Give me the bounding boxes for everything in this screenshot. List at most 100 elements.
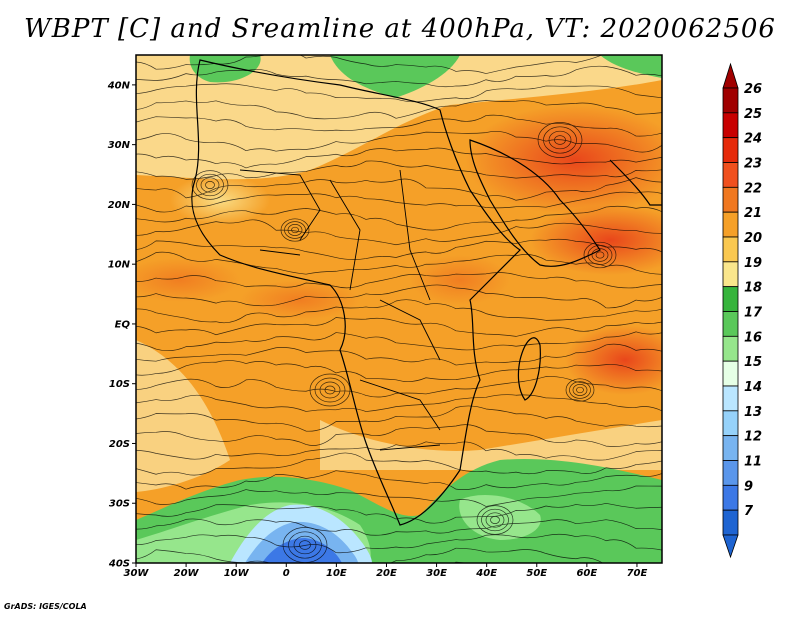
colorbar-label: 9	[744, 479, 753, 494]
lat-tick-label: 30N	[108, 140, 131, 151]
streamline	[136, 424, 662, 447]
streamline	[136, 376, 662, 398]
streamline	[136, 470, 662, 490]
cold-core-dark-blue	[262, 538, 342, 563]
streamline	[136, 405, 662, 432]
streamline	[136, 299, 662, 324]
vortex-swirl	[319, 381, 341, 399]
streamline	[136, 238, 662, 260]
colorbar-label: 11	[744, 455, 762, 470]
vortex-swirl	[565, 378, 595, 402]
streamline	[453, 561, 470, 563]
colorbar: 26 25 24 23 22 21 20 19 18 17 16 15 14 13 12 11 9 7	[722, 62, 763, 559]
warm-region-gulf	[240, 280, 360, 320]
colorbar-label: 14	[744, 380, 762, 395]
lon-tick-label: 50E	[526, 568, 547, 579]
colorbar-swatch	[722, 335, 739, 362]
streamline	[136, 502, 662, 524]
colorbar-label: 13	[744, 405, 762, 420]
vortex-swirl	[554, 135, 566, 145]
vortex-swirl	[288, 531, 322, 559]
india-coastline	[609, 159, 662, 206]
colorbar-swatch	[722, 435, 739, 461]
green-patch-north-3	[600, 55, 662, 78]
hot-region-arabia	[465, 105, 662, 215]
colorbar-label: 26	[744, 82, 762, 97]
streamline	[136, 547, 604, 563]
vortex-swirl	[293, 535, 317, 555]
vortex-swirl	[490, 516, 500, 524]
colorbar-swatch	[722, 186, 739, 213]
streamline	[136, 343, 662, 366]
vortex-swirl	[200, 177, 220, 193]
vortex-swirl	[280, 218, 310, 242]
vortex-swirl	[587, 245, 613, 265]
colorbar-swatch	[722, 87, 739, 114]
lon-tick-label: 60E	[576, 568, 597, 579]
colorbar-swatch	[722, 137, 739, 163]
streamline	[136, 160, 662, 180]
vortex-swirl	[481, 508, 509, 532]
vortex-swirl	[583, 241, 617, 269]
arabia-coastline	[469, 139, 601, 267]
streamline	[136, 441, 662, 461]
yellow-patch-north-atlantic	[170, 175, 270, 225]
lon-tick-label: 30E	[426, 568, 447, 579]
lat-tick-label: 40N	[107, 80, 131, 91]
colorbar-swatch	[722, 484, 739, 511]
warm-region-east-africa	[410, 255, 510, 305]
streamline	[136, 317, 662, 337]
streamline	[136, 130, 662, 153]
map-field	[136, 55, 662, 563]
vortex-swirl	[595, 251, 605, 259]
colorbar-swatch	[722, 112, 739, 139]
hot-region-arabian-sea	[530, 205, 662, 275]
vortex-swirl	[314, 377, 346, 403]
vortex-swirl	[191, 170, 229, 200]
lon-tick-label: 20W	[174, 568, 200, 579]
streamline	[136, 272, 662, 289]
colorbar-label: 19	[744, 256, 762, 271]
warm-region-atlantic	[136, 258, 240, 302]
colorbar-label: 12	[744, 430, 762, 445]
colorbar-swatch	[722, 311, 739, 337]
streamline	[136, 83, 662, 103]
colorbar-swatch	[722, 385, 739, 412]
colorbar-swatch	[722, 286, 739, 312]
streamline	[136, 331, 662, 352]
lon-tick-label: 10W	[224, 568, 250, 579]
green-patch-north-2	[330, 55, 460, 98]
colorbar-swatch	[722, 410, 739, 437]
streamlines	[136, 55, 662, 563]
streamline	[136, 65, 662, 88]
colorbar-bottom-arrow	[722, 534, 739, 559]
vortex-swirl	[576, 386, 584, 394]
lon-tick-label: 70E	[627, 568, 648, 579]
colorbar-swatch	[722, 162, 739, 188]
streamline	[136, 191, 662, 213]
colorbar-swatch	[722, 236, 739, 263]
vortex-swirl	[591, 248, 609, 262]
lon-tick-label: 10E	[326, 568, 347, 579]
streamline	[136, 114, 662, 137]
colorbar-top-arrow	[722, 62, 739, 89]
streamline	[136, 533, 662, 554]
south-yellow-band	[320, 420, 662, 470]
vortex-swirl	[569, 381, 591, 399]
colorbar-swatch	[722, 211, 739, 238]
plot-frame	[135, 54, 663, 564]
lon-tick-label: 30W	[124, 568, 150, 579]
lon-tick-label: 40E	[475, 568, 497, 579]
vortex-swirl	[299, 540, 311, 550]
streamline	[136, 284, 662, 309]
vortex-swirl	[548, 130, 572, 150]
vortex-swirl	[205, 181, 215, 189]
lat-tick-label: 20N	[108, 200, 131, 211]
colorbar-label: 20	[744, 231, 762, 246]
colorbar-swatch	[722, 460, 739, 486]
lon-tick-label: 20E	[376, 568, 397, 579]
vortex-swirl	[284, 221, 306, 239]
vortex-swirl	[324, 385, 336, 395]
streamline	[136, 251, 662, 275]
